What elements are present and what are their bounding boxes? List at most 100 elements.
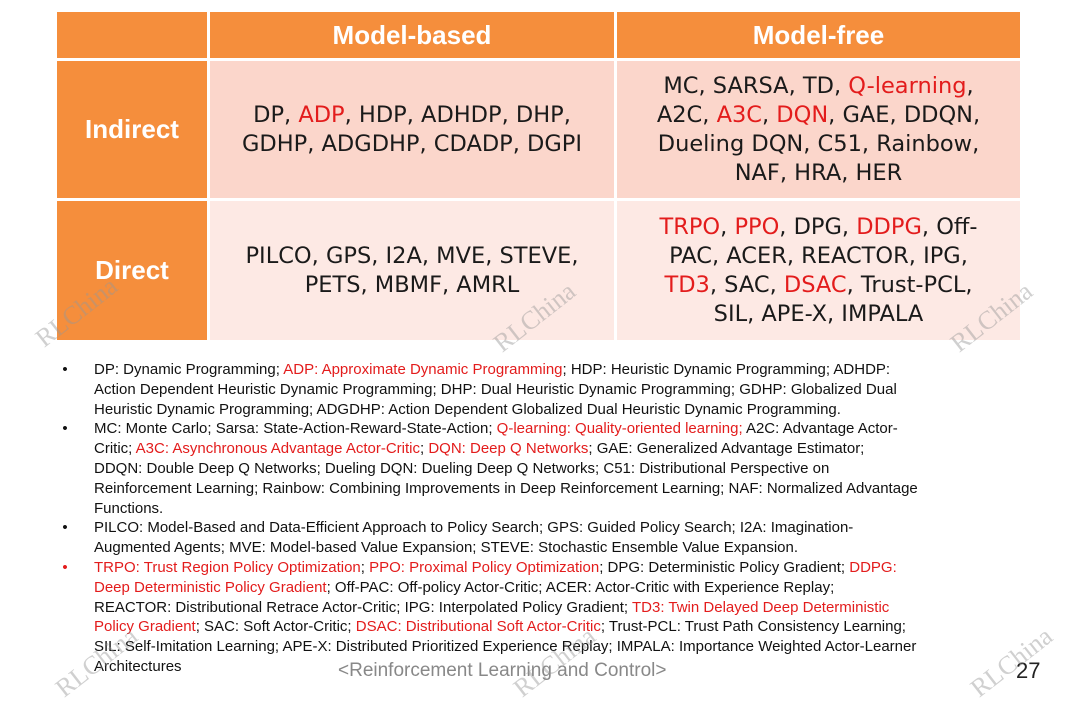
text-segment: A2C: Advantage Actor-	[742, 420, 898, 438]
text-segment: Augmented Agents; MVE: Model-based Value…	[94, 539, 799, 557]
note-line: TRPO: Trust Region Policy Optimization ; …	[94, 558, 1020, 578]
highlighted-term: DQN	[776, 101, 829, 128]
highlighted-term: DSAC: Distributional Soft Actor-Critic	[355, 618, 601, 636]
text-segment: ; SAC: Soft Actor-Critic;	[195, 618, 356, 636]
bullet-icon: •	[62, 420, 68, 438]
text-segment: SIL, APE-X, IMPALA	[713, 300, 924, 327]
bullet-icon: •	[62, 558, 68, 576]
text-segment: PETS, MBMF, AMRL	[304, 271, 520, 298]
cell-line: A2C, A3C, DQN, GAE, DDQN,	[623, 101, 1014, 130]
highlighted-term: Q-learning	[848, 72, 967, 99]
text-segment: Critic;	[94, 440, 136, 458]
highlighted-term: DDPG:	[849, 558, 897, 576]
note-line: Deep Deterministic Policy Gradient; Off-…	[94, 578, 1020, 598]
text-segment: ,	[966, 72, 974, 99]
text-segment: ; HDP: Heuristic Dynamic Programming; AD…	[562, 361, 891, 378]
text-segment: ; DPG: Deterministic Policy Gradient;	[599, 558, 850, 576]
text-segment: ;	[360, 558, 370, 576]
cell-text: TRPO, PPO, DPG, DDPG, Off- PAC, ACER, REA…	[617, 213, 1020, 329]
text-segment: ;	[419, 440, 429, 458]
text-segment: SIL: Self-Imitation Learning; APE-X: Dis…	[94, 638, 917, 656]
text-segment: PILCO: Model-Based and Data-Efficient Ap…	[94, 519, 854, 537]
text-segment: ; Off-PAC: Off-policy Actor-Critic; ACER…	[326, 578, 835, 596]
text-segment: Action Dependent Heuristic Dynamic Progr…	[94, 380, 897, 398]
text-segment: , HDP, ADHDP, DHP,	[344, 101, 571, 128]
note-line: Policy Gradient; SAC: Soft Actor-Critic;…	[94, 617, 1020, 637]
note-line: SIL: Self-Imitation Learning; APE-X: Dis…	[94, 637, 1020, 657]
cell-line: PETS, MBMF, AMRL	[216, 271, 608, 300]
text-segment: A2C,	[656, 101, 717, 128]
text-segment: NAF, HRA, HER	[734, 159, 903, 186]
cell-text: MC, SARSA, TD, Q-learning, A2C, A3C, DQN,…	[617, 72, 1020, 188]
note-item: • TRPO: Trust Region Policy Optimization;…	[60, 558, 1020, 677]
text-segment: Heuristic Dynamic Programming; ADGDHP: A…	[94, 400, 841, 418]
text-segment: DP,	[253, 101, 299, 128]
highlighted-term: TD3	[664, 271, 710, 298]
slide-footer: <Reinforcement Learning and Control>	[338, 660, 667, 681]
highlighted-term: Policy Gradient	[94, 618, 196, 636]
row-header-indirect: Indirect	[57, 61, 207, 198]
cell-line: DP, ADP, HDP, ADHDP, DHP,	[216, 101, 608, 130]
bullet-icon: •	[62, 519, 68, 537]
cell-line: TRPO, PPO, DPG, DDPG, Off-	[623, 213, 1014, 242]
text-segment: MC: Monte Carlo; Sarsa: State-Action-Rew…	[94, 420, 497, 438]
page-number: 27	[1016, 658, 1041, 683]
table-corner-cell	[57, 12, 207, 58]
cell-text: DP, ADP, HDP, ADHDP, DHP, GDHP, ADGDHP, C…	[210, 101, 614, 159]
cell-line: PILCO, GPS, I2A, MVE, STEVE,	[216, 242, 608, 271]
text-segment: ,	[761, 101, 777, 128]
highlighted-term: TRPO	[659, 213, 721, 240]
note-line: Action Dependent Heuristic Dynamic Progr…	[94, 380, 1020, 400]
note-line: Reinforcement Learning; Rainbow: Combini…	[94, 479, 1020, 499]
cell-line: MC, SARSA, TD, Q-learning,	[623, 72, 1014, 101]
text-segment: MC, SARSA, TD,	[663, 72, 849, 99]
text-segment: GDHP, ADGDHP, CDADP, DGPI	[241, 130, 583, 157]
highlighted-term: DDPG	[856, 213, 922, 240]
cell-indirect-model-free: MC, SARSA, TD, Q-learning, A2C, A3C, DQN,…	[617, 61, 1020, 198]
note-item: • MC: Monte Carlo; Sarsa: State-Action-Re…	[60, 419, 1020, 518]
text-segment: REACTOR: Distributional Retrace Actor-Cr…	[94, 598, 632, 616]
highlighted-term: ADP: Approximate Dynamic Programming	[283, 361, 563, 378]
note-item: • DP: Dynamic Programming; ADP: Approxima…	[60, 360, 1020, 419]
cell-text: PILCO, GPS, I2A, MVE, STEVE, PETS, MBMF, …	[210, 242, 614, 300]
text-segment: , Trust-PCL,	[846, 271, 973, 298]
note-line: Functions.	[94, 499, 1020, 519]
highlighted-term: Deep Deterministic Policy Gradient	[94, 578, 327, 596]
table-row-direct: Direct PILCO, GPS, I2A, MVE, STEVE, PETS,…	[57, 201, 1020, 340]
text-segment: DDQN: Double Deep Q Networks; Dueling DQ…	[94, 459, 830, 477]
note-line: DP: Dynamic Programming; ADP: Approximat…	[94, 360, 1020, 380]
highlighted-term: TD3: Twin Delayed Deep Deterministic	[631, 598, 890, 616]
table-header-row: Model-based Model-free	[57, 12, 1020, 58]
note-line: Augmented Agents; MVE: Model-based Value…	[94, 538, 1020, 558]
note-line: Heuristic Dynamic Programming; ADGDHP: A…	[94, 400, 1020, 420]
highlighted-term: DQN: Deep Q Networks	[428, 440, 589, 458]
text-segment: , GAE, DDQN,	[828, 101, 981, 128]
text-segment: ; Trust-PCL: Trust Path Consistency Lear…	[600, 618, 906, 636]
cell-line: Dueling DQN, C51, Rainbow,	[623, 130, 1014, 159]
text-segment: DP: Dynamic Programming;	[94, 361, 284, 378]
text-segment: Dueling DQN, C51, Rainbow,	[657, 130, 980, 157]
text-segment: , DPG,	[779, 213, 857, 240]
cell-direct-model-based: PILCO, GPS, I2A, MVE, STEVE, PETS, MBMF, …	[210, 201, 614, 340]
highlighted-term: A3C: Asynchronous Advantage Actor-Critic	[135, 440, 420, 458]
algorithm-taxonomy-table: Model-based Model-free Indirect DP, ADP,…	[54, 9, 1023, 343]
text-segment: , Off-	[921, 213, 978, 240]
highlighted-term: PPO: Proximal Policy Optimization	[369, 558, 600, 576]
note-item: • PILCO: Model-Based and Data-Efficient A…	[60, 518, 1020, 558]
note-line: Critic; A3C: Asynchronous Advantage Acto…	[94, 439, 1020, 459]
note-line: PILCO: Model-Based and Data-Efficient Ap…	[94, 518, 1020, 538]
highlighted-term: PPO	[734, 213, 780, 240]
col-header-model-free: Model-free	[617, 12, 1020, 58]
cell-line: NAF, HRA, HER	[623, 159, 1014, 188]
table-row-indirect: Indirect DP, ADP, HDP, ADHDP, DHP, GDHP, …	[57, 61, 1020, 198]
cell-line: SIL, APE-X, IMPALA	[623, 300, 1014, 329]
text-segment: PILCO, GPS, I2A, MVE, STEVE,	[245, 242, 579, 269]
note-line: REACTOR: Distributional Retrace Actor-Cr…	[94, 598, 1020, 618]
highlighted-term: A3C	[716, 101, 762, 128]
highlighted-term: TRPO: Trust Region Policy Optimization	[94, 558, 361, 576]
cell-indirect-model-based: DP, ADP, HDP, ADHDP, DHP, GDHP, ADGDHP, C…	[210, 61, 614, 198]
note-line: MC: Monte Carlo; Sarsa: State-Action-Rew…	[94, 419, 1020, 439]
cell-line: TD3, SAC, DSAC, Trust-PCL,	[623, 271, 1014, 300]
text-segment: PAC, ACER, REACTOR, IPG,	[669, 242, 968, 269]
highlighted-term: Q-learning: Quality-oriented learning;	[496, 420, 743, 438]
